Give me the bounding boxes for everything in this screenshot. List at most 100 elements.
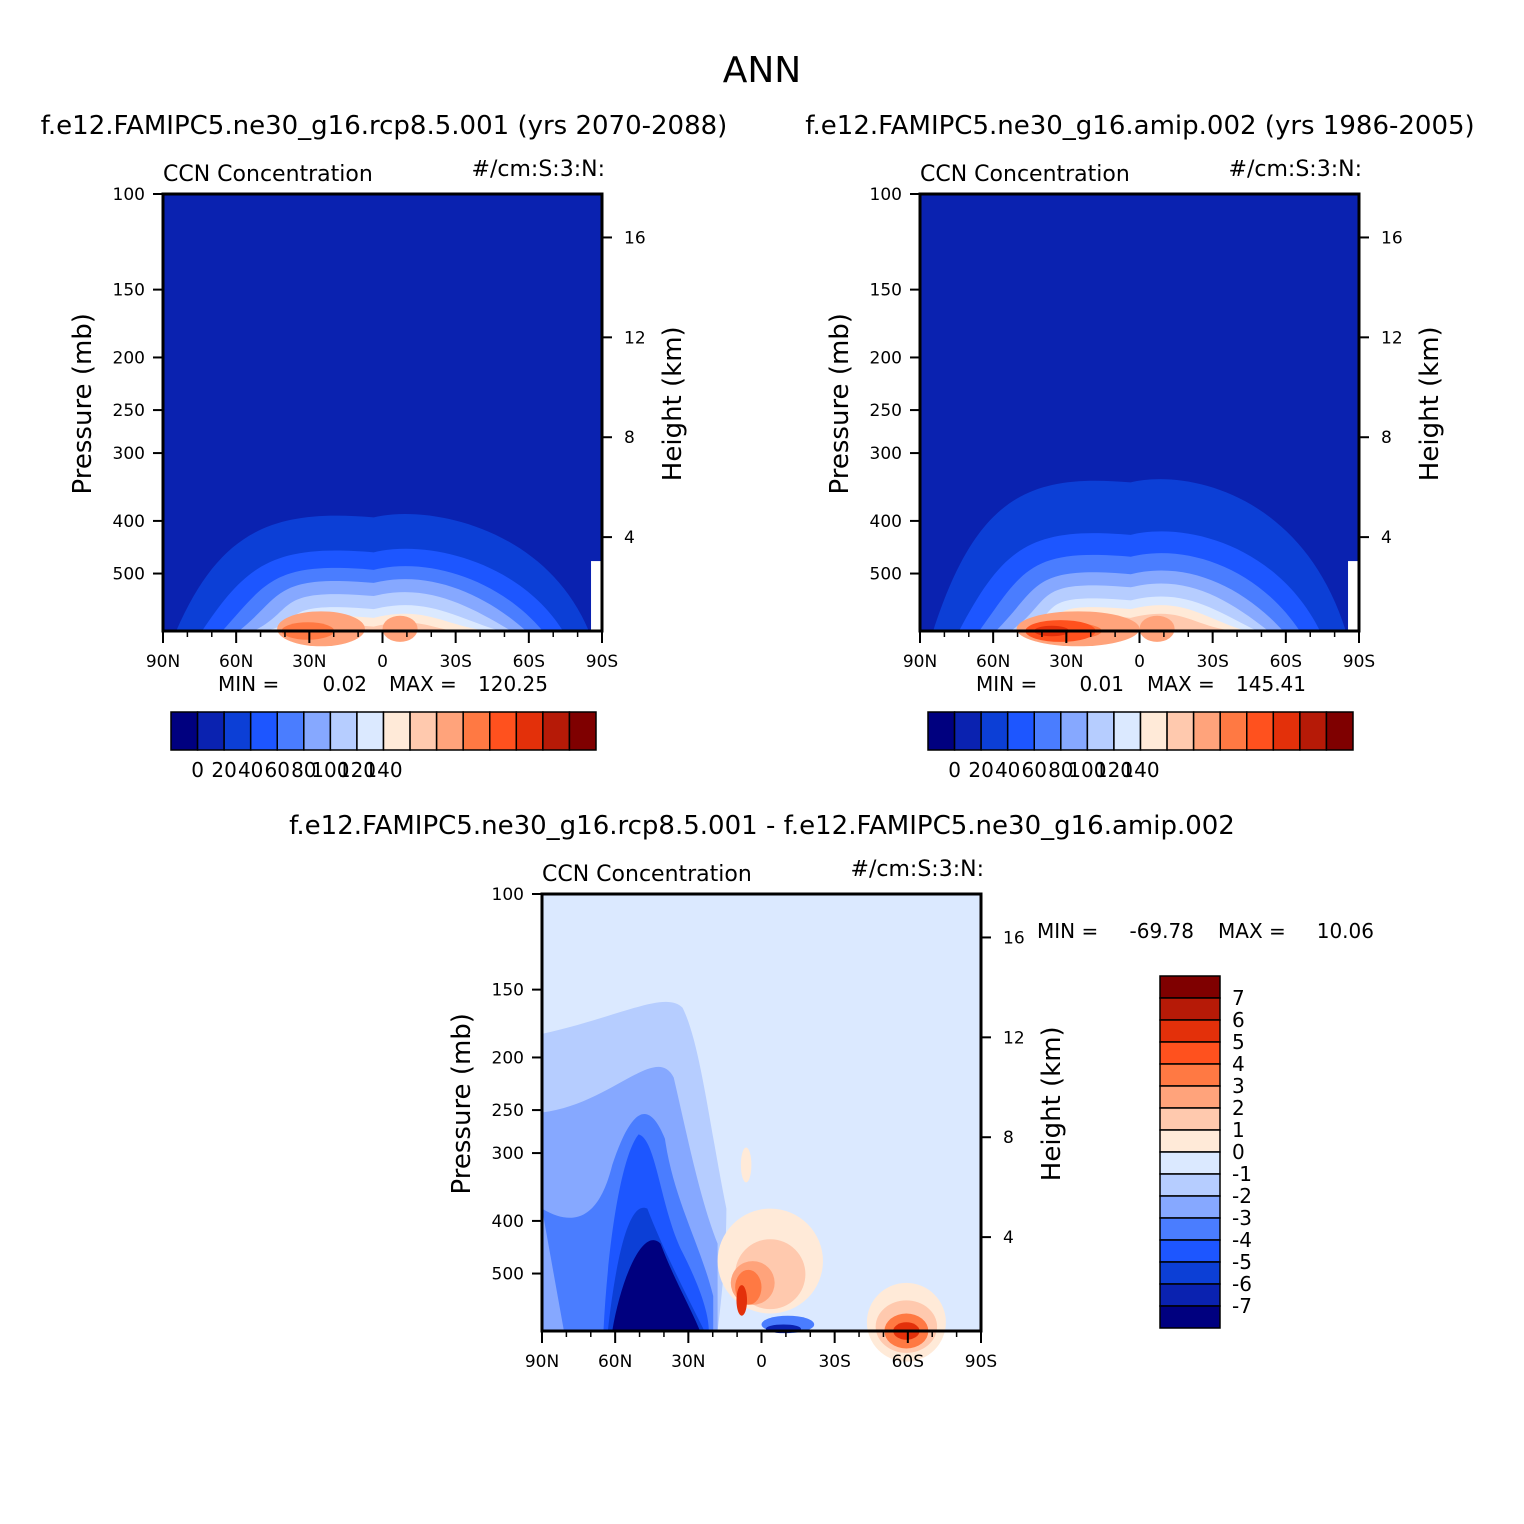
colorbar-swatch [462,711,491,751]
x-tick-label: 30N [1049,652,1083,672]
y-right-tick-label: 12 [624,328,646,348]
y-right-tick-label: 12 [1381,328,1403,348]
diff-negative-5 [612,1240,701,1331]
colorbar-swatch [1246,711,1275,751]
y-tick-label: 200 [870,348,902,368]
panel-title: f.e12.FAMIPC5.ne30_g16.amip.002 (yrs 198… [805,111,1474,141]
colorbar-swatch [1272,711,1301,751]
colorbar-label: 60 [265,758,290,782]
x-tick-label: 60N [976,652,1010,672]
colorbar-label: -5 [1232,1250,1252,1274]
colorbar-swatch [953,711,982,751]
colorbar-label: 20 [968,758,993,782]
y-tick-label: 100 [492,885,524,905]
y-right-tick-label: 8 [1381,428,1392,448]
colorbar-swatch [303,711,332,751]
x-tick-label: 90N [146,652,180,672]
max-label: MAX = [1147,672,1215,696]
x-tick-label: 60N [219,652,253,672]
colorbar-label: 120 [1095,758,1133,782]
min-label: MIN = [976,672,1037,696]
colorbar-label: -4 [1232,1228,1252,1252]
colorbar-swatch [435,711,464,751]
colorbar-label: 0 [191,758,204,782]
right-label: #/cm:S:3:N: [851,857,984,882]
colorbar-swatch [1159,1283,1221,1307]
colorbar-label: 5 [1232,1030,1245,1054]
colorbar-label: 2 [1232,1096,1245,1120]
colorbar-label: 40 [238,758,263,782]
colorbar-label: 140 [1121,758,1159,782]
y-tick-label: 250 [492,1101,524,1121]
y-tick-label: 250 [870,401,902,421]
x-tick-label: 90S [965,1352,997,1372]
field-area [163,194,602,647]
x-tick-label: 60S [892,1352,924,1372]
colorbar-label: 7 [1232,986,1245,1010]
x-tick-label: 60S [1270,652,1302,672]
max-label: MAX = [1218,919,1286,943]
y-right-tick-label: 8 [624,428,635,448]
y-tick-label: 250 [113,401,145,421]
field-mask [1348,561,1359,631]
x-tick-label: 30S [818,1352,850,1372]
colorbar-swatch [1159,1195,1221,1219]
colorbar-swatch [1159,1173,1221,1197]
x-tick-label: 30S [439,652,471,672]
y-right-tick-label: 8 [1003,1128,1014,1148]
colorbar-swatch [542,711,571,751]
y-tick-label: 150 [870,281,902,301]
colorbar-swatch [1159,1239,1221,1263]
colorbar-swatch [1086,711,1115,751]
figure-title: ANN [723,50,802,91]
panels: f.e12.FAMIPC5.ne30_g16.rcp8.5.001 (yrs 2… [41,111,1475,1372]
x-tick-label: 30S [1196,652,1228,672]
y-axis-label: Pressure (mb) [825,313,855,494]
x-tick-label: 90S [1343,652,1375,672]
colorbar-swatch [1159,1063,1221,1087]
x-tick-label: 60N [598,1352,632,1372]
colorbar-label: 100 [1068,758,1106,782]
y-tick-label: 300 [870,444,902,464]
x-tick-label: 30N [292,652,326,672]
colorbar-swatch [489,711,518,751]
colorbar-swatch [409,711,438,751]
colorbar-label: 80 [291,758,316,782]
y-tick-label: 100 [870,185,902,205]
colorbar-label: 3 [1232,1074,1245,1098]
colorbar-swatch [1325,711,1354,751]
colorbar-swatch [276,711,305,751]
field-peak-5 [1139,615,1175,642]
y-tick-label: 200 [492,1048,524,1068]
colorbar-swatch [1159,1305,1221,1329]
colorbar-swatch [1166,711,1195,751]
colorbar-label: 0 [1232,1140,1245,1164]
colorbar-swatch [382,711,411,751]
colorbar-swatch [980,711,1009,751]
panel-0: f.e12.FAMIPC5.ne30_g16.rcp8.5.001 (yrs 2… [41,111,728,782]
colorbar-swatch [1159,1085,1221,1109]
y-tick-label: 500 [870,565,902,585]
colorbar-label: 0 [948,758,961,782]
colorbar-swatch [927,711,956,751]
min-value: 0.02 [322,672,367,696]
colorbar-swatch [1113,711,1142,751]
y-right-axis-label: Height (km) [658,326,688,481]
y-tick-label: 400 [870,512,902,532]
colorbar-swatch [1219,711,1248,751]
y-right-tick-label: 12 [1003,1028,1025,1048]
diff-positive-small [740,1147,752,1183]
colorbar-swatch [196,711,225,751]
y-tick-label: 300 [492,1144,524,1164]
colorbar-swatch [515,711,544,751]
y-tick-label: 150 [492,981,524,1001]
y-axis-label: Pressure (mb) [447,1013,477,1194]
colorbar-label: -6 [1232,1272,1252,1296]
colorbar-swatch [1033,711,1062,751]
y-tick-label: 200 [113,348,145,368]
colorbar-label: 60 [1022,758,1047,782]
x-tick-label: 90N [903,652,937,672]
